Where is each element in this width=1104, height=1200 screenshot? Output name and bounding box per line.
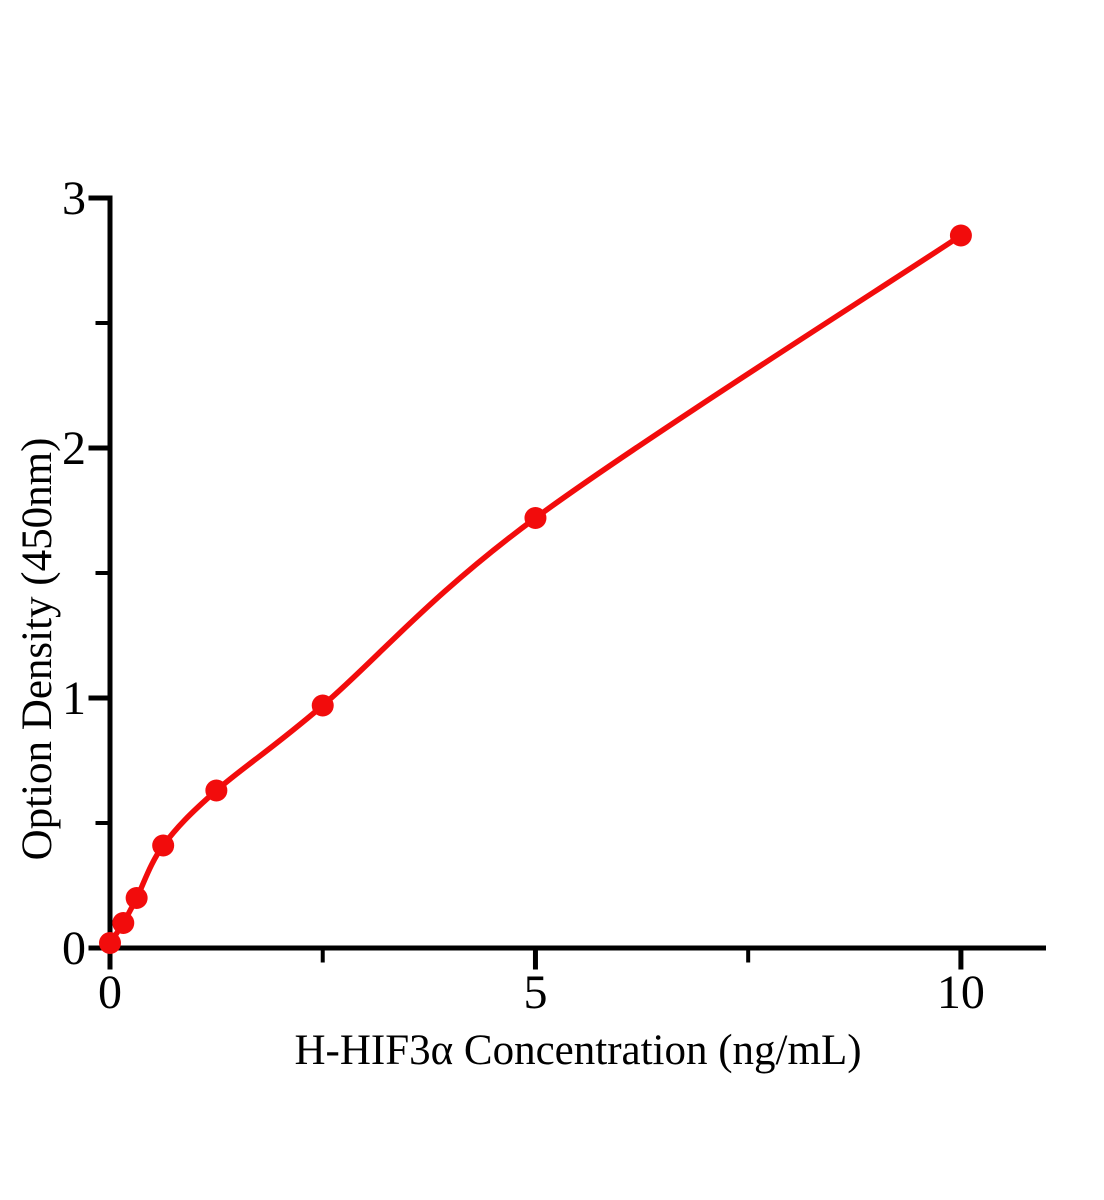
- x-axis-title: H-HIF3α Concentration (ng/mL): [294, 1027, 862, 1074]
- y-tick-label: 1: [62, 672, 86, 725]
- y-axis-title: Option Density (450nm): [14, 437, 61, 861]
- data-point-marker: [949, 224, 972, 247]
- data-point-marker: [125, 887, 148, 909]
- data-point-marker: [524, 507, 547, 529]
- x-tick-label: 10: [937, 966, 985, 1019]
- data-point-marker: [99, 932, 121, 954]
- data-point-marker: [152, 834, 175, 857]
- standard-curve-line: [107, 232, 964, 946]
- y-tick-label: 2: [62, 422, 86, 475]
- y-tick-label: 3: [62, 172, 86, 225]
- data-point-marker: [311, 694, 334, 717]
- data-point-marker: [112, 912, 135, 934]
- x-tick-label: 5: [523, 966, 547, 1019]
- x-tick-label: 0: [98, 966, 122, 1019]
- data-point-marker: [205, 779, 228, 802]
- y-tick-label: 0: [62, 922, 86, 975]
